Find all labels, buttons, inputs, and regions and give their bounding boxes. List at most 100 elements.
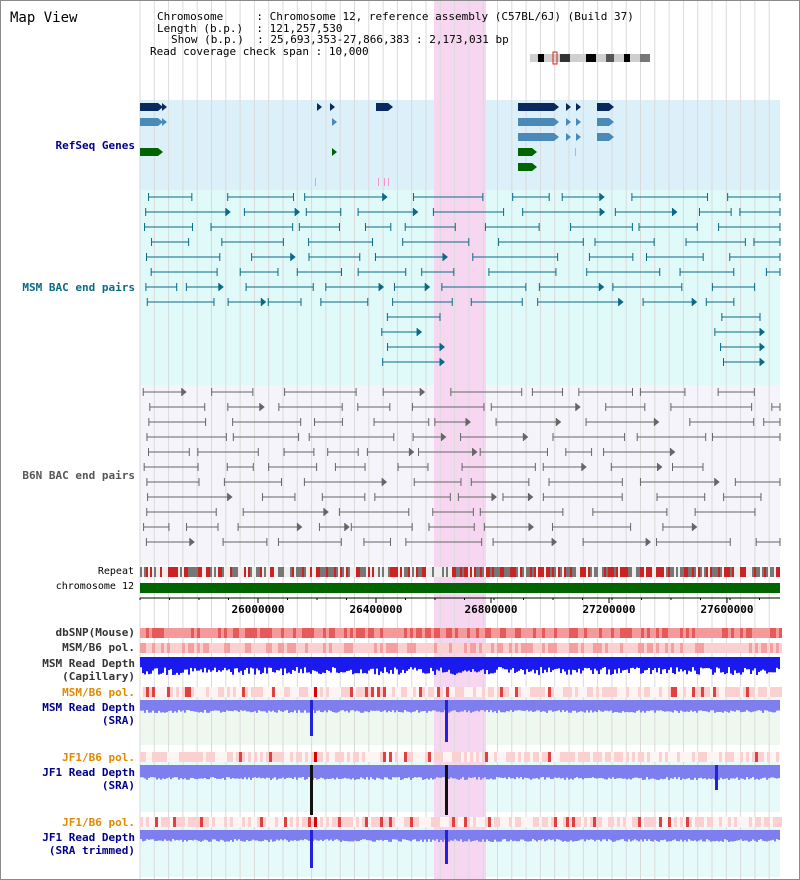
msm-b6-pol2-cell	[497, 687, 500, 697]
jf1-sra-depth-bar	[272, 765, 274, 779]
jf1-sra-depth-bar	[402, 765, 404, 780]
jf1-b6-pol2-cell	[434, 817, 437, 827]
dbsnp-cell	[470, 628, 473, 638]
msm-capillary-depth-bar	[756, 657, 758, 675]
jf1-trimmed-depth-bar	[498, 830, 500, 842]
jf1-b6-pol-cell	[548, 752, 551, 762]
msm-sra-depth-bar	[298, 700, 300, 711]
msm-b6-pol-cell	[245, 643, 248, 653]
dbsnp-cell	[227, 628, 230, 638]
repeat-segment	[634, 567, 636, 577]
repeat-segment	[368, 567, 370, 577]
repeat-segment	[528, 567, 530, 577]
msm-capillary-depth-bar	[288, 657, 290, 673]
track-label-b6n-bac[interactable]: B6N BAC end pairs	[22, 469, 135, 482]
jf1-trimmed-depth-bar	[366, 830, 368, 841]
jf1-sra-depth-bar	[736, 765, 738, 778]
jf1-b6-pol-cell	[410, 752, 413, 762]
msm-capillary-depth-bar	[220, 657, 222, 672]
msm-capillary-depth-bar	[172, 657, 174, 675]
jf1-trimmed-depth-bar	[378, 830, 380, 841]
jf1-b6-pol2-cell	[374, 817, 377, 827]
msm-capillary-depth-bar	[512, 657, 514, 669]
jf1-b6-pol-cell	[272, 752, 275, 762]
b6n-bac-arrow	[344, 523, 350, 531]
msm-sra-depth-bar	[580, 700, 582, 712]
jf1-trimmed-depth-bar	[668, 830, 670, 842]
track-label-refseq-genes[interactable]: RefSeq Genes	[55, 139, 135, 152]
msm-capillary-depth-bar	[290, 657, 292, 674]
jf1-b6-pol2-cell	[413, 817, 416, 827]
msm-capillary-depth-bar	[514, 657, 516, 673]
dbsnp-cell	[215, 628, 218, 638]
repeat-segment	[664, 567, 666, 577]
repeat-segment	[558, 567, 560, 577]
jf1-trimmed-depth-bar	[734, 830, 736, 842]
msm-capillary-depth-bar	[542, 657, 544, 674]
repeat-segment	[336, 567, 338, 577]
jf1-sra-depth-bar	[260, 765, 262, 779]
b6n-bac-arrow	[441, 433, 447, 441]
repeat-segment	[420, 567, 422, 577]
jf1-trimmed-depth-bar	[686, 830, 688, 842]
msm-sra-depth-bar	[450, 700, 452, 712]
dbsnp-cell	[638, 628, 641, 638]
jf1-trimmed-depth-bar	[750, 830, 752, 841]
jf1-sra-depth-bar	[656, 765, 658, 780]
msm-sra-depth-bar	[416, 700, 418, 711]
msm-sra-depth-bar	[552, 700, 554, 712]
jf1-trimmed-depth-bar	[552, 830, 554, 840]
jf1-trimmed-depth-bar	[772, 830, 774, 840]
dbsnp-cell	[356, 628, 359, 638]
msm-sra-depth-bar	[250, 700, 252, 713]
msm-sra-depth-bar	[572, 700, 574, 711]
msm-sra-depth-bar	[634, 700, 636, 713]
msm-capillary-depth-bar	[234, 657, 236, 669]
jf1-trimmed-depth-bar	[662, 830, 664, 841]
repeat-segment	[618, 567, 620, 577]
jf1-b6-pol-cell	[572, 752, 575, 762]
msm-sra-depth-bar	[150, 700, 152, 713]
msm-capillary-depth-bar	[350, 657, 352, 670]
dbsnp-cell	[578, 628, 581, 638]
msm-b6-pol-cell	[494, 643, 497, 653]
jf1-sra-depth-bar	[144, 765, 146, 779]
jf1-sra-depth-bar	[752, 765, 754, 778]
msm-capillary-depth-bar	[304, 657, 306, 668]
msm-capillary-depth-bar	[750, 657, 752, 674]
jf1-sra-depth-bar	[726, 765, 728, 779]
msm-b6-pol-cell	[227, 643, 230, 653]
jf1-trimmed-depth-bar	[574, 830, 576, 842]
jf1-trimmed-depth-bar	[566, 830, 568, 842]
msm-capillary-depth-bar	[566, 657, 568, 675]
jf1-sra-depth-bar	[464, 765, 466, 780]
msm-capillary-depth-bar	[430, 657, 432, 668]
msm-sra-depth-bar	[774, 700, 776, 713]
jf1-trimmed-depth-bar	[232, 830, 234, 842]
repeat-segment	[524, 567, 526, 577]
msm-capillary-depth-bar	[656, 657, 658, 673]
jf1-sra-depth-bar	[572, 765, 574, 780]
dbsnp-cell	[146, 628, 149, 638]
jf1-trimmed-depth-bar	[420, 830, 422, 840]
msm-sra-depth-bar	[556, 700, 558, 711]
repeat-segment	[746, 567, 748, 577]
msm-bac-arrow	[425, 283, 431, 291]
track-label-msm-bac[interactable]: MSM BAC end pairs	[22, 281, 135, 294]
msm-sra-depth-bar	[278, 700, 280, 711]
msm-capillary-depth-bar	[216, 657, 218, 673]
dbsnp-cell	[647, 628, 650, 638]
repeat-segment	[442, 567, 444, 577]
repeat-segment	[284, 567, 286, 577]
msm-capillary-depth-bar	[738, 657, 740, 673]
msm-b6-pol2-cell	[737, 687, 740, 697]
msm-b6-pol-cell	[197, 643, 200, 653]
repeat-segment	[596, 567, 598, 577]
msm-b6-pol-cell	[638, 643, 641, 653]
jf1-sra-depth-bar	[262, 765, 264, 778]
dbsnp-cell	[242, 628, 245, 638]
jf1-sra-depth-bar	[562, 765, 564, 779]
msm-b6-pol-cell	[236, 643, 239, 653]
jf1-sra-depth-bar	[178, 765, 180, 780]
msm-capillary-depth-bar	[660, 657, 662, 674]
